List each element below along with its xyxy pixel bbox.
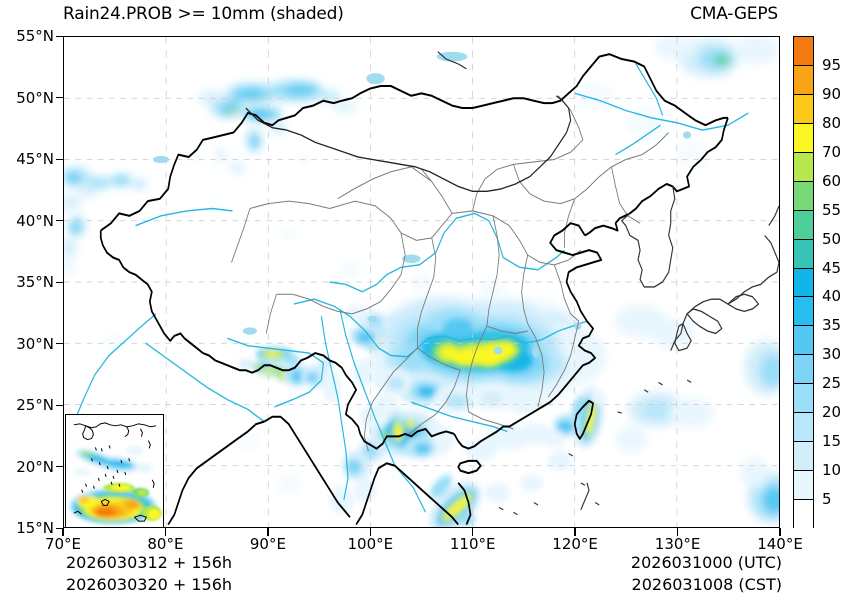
national-borders [73, 51, 779, 526]
ytick-label: 15°N [16, 519, 54, 537]
colorbar-band [794, 37, 813, 66]
colorbar-tick-label: 40 [822, 287, 842, 306]
footer-init-utc: 2026030312 + 156h [66, 553, 233, 572]
colorbar-tick-label: 60 [822, 171, 842, 190]
ytick-mark [56, 220, 64, 222]
shading-east-sea [614, 37, 779, 523]
colorbar-band [794, 152, 813, 182]
ytick-mark [56, 404, 64, 406]
inset-map-canvas [66, 415, 163, 527]
colorbar-tick-label: 20 [822, 403, 842, 422]
colorbar-tick-label: 80 [822, 113, 842, 132]
inset-map-panel [65, 414, 164, 527]
map-plot-area [63, 36, 780, 528]
colorbar-tick-label: 45 [822, 258, 842, 277]
xtick-label: 120°E [552, 535, 598, 553]
colorbar-band [794, 500, 813, 529]
colorbar-band [794, 239, 813, 269]
xtick-mark [574, 528, 576, 536]
shading-north [190, 81, 357, 173]
footer-init-cst: 2026030320 + 156h [66, 575, 233, 594]
xtick-mark [267, 528, 269, 536]
xtick-label: 110°E [449, 535, 496, 553]
ytick-label: 45°N [16, 150, 54, 168]
xtick-mark [164, 528, 167, 536]
xtick-label: 70°E [44, 535, 82, 553]
ytick-label: 30°N [16, 334, 54, 353]
footer-valid-cst: 2026031008 (CST) [631, 575, 782, 594]
xtick-mark [676, 528, 679, 536]
xtick-mark [472, 528, 474, 536]
colorbar-band [794, 297, 813, 327]
ytick-label: 35°N [16, 273, 54, 291]
colorbar-band [794, 326, 813, 356]
ytick-mark [56, 466, 64, 468]
ytick-mark [56, 281, 64, 283]
colorbar-tick-label: 5 [822, 490, 832, 509]
colorbar-tick-label: 15 [822, 432, 842, 451]
xtick-label: 90°E [249, 535, 286, 553]
xtick-mark [62, 528, 64, 536]
shading-guizhou [375, 368, 540, 414]
shading-northwest [64, 167, 148, 274]
ytick-label: 55°N [16, 27, 54, 45]
xtick-label: 140°E [757, 535, 803, 553]
xtick-mark [779, 528, 781, 536]
colorbar-tick-label: 90 [822, 84, 842, 103]
colorbar-tick-label: 25 [822, 374, 842, 393]
ytick-mark [56, 97, 64, 99]
colorbar-band [794, 94, 813, 124]
ytick-label: 25°N [16, 396, 54, 414]
ytick-mark [56, 343, 64, 345]
ytick-label: 20°N [16, 457, 54, 476]
map-canvas [64, 37, 779, 527]
xtick-mark [369, 528, 371, 536]
colorbar [793, 36, 814, 529]
colorbar-tick-label: 70 [822, 142, 842, 161]
chart-title: Rain24.PROB >= 10mm (shaded) [63, 4, 344, 24]
colorbar-band [794, 181, 813, 211]
colorbar-band [794, 413, 813, 443]
colorbar-band [794, 384, 813, 414]
colorbar-band [794, 65, 813, 95]
colorbar-band [794, 268, 813, 298]
shading-vietnam-coast [429, 474, 482, 527]
colorbar-tick-label: 35 [822, 316, 842, 335]
colorbar-tick-label: 50 [822, 229, 842, 248]
ytick-mark [56, 527, 64, 529]
xtick-label: 80°E [147, 535, 184, 553]
colorbar-band [794, 442, 813, 472]
colorbar-tick-label: 95 [822, 55, 842, 74]
ytick-label: 50°N [16, 88, 54, 107]
colorbar-tick-label: 10 [822, 461, 842, 480]
colorbar-tick-label: 55 [822, 200, 842, 219]
colorbar-band [794, 210, 813, 240]
ytick-mark [56, 35, 64, 37]
colorbar-band [794, 471, 813, 500]
rivers [75, 51, 749, 513]
xtick-label: 100°E [347, 535, 394, 553]
ytick-label: 40°N [16, 211, 54, 230]
colorbar-band [794, 355, 813, 385]
colorbar-tick-label: 30 [822, 345, 842, 364]
province-boundaries [231, 95, 669, 452]
colorbar-band [794, 123, 813, 153]
xtick-label: 130°E [654, 535, 701, 553]
ytick-mark [56, 158, 64, 160]
model-label: CMA-GEPS [690, 4, 778, 24]
footer-valid-utc: 2026031000 (UTC) [630, 553, 782, 572]
